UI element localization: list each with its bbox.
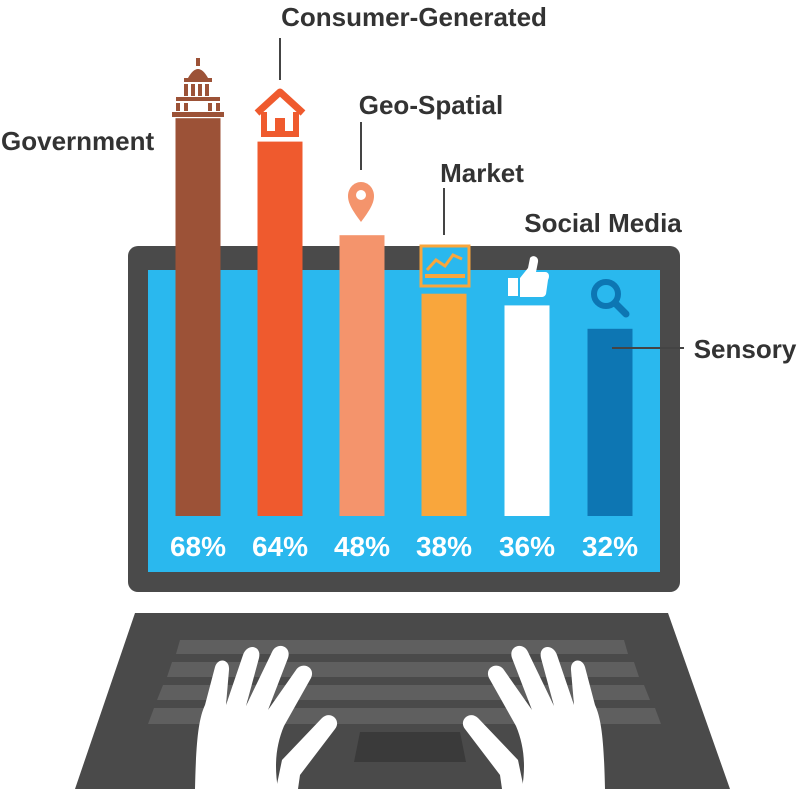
magnifier-icon (591, 279, 630, 318)
value-label-government: 68% (170, 531, 226, 562)
value-label-social-media: 36% (499, 531, 555, 562)
bars (175, 118, 633, 516)
stock-chart-icon (419, 244, 471, 288)
bar-geo-spatial (339, 235, 385, 516)
leader-lines (279, 38, 684, 349)
bar-government (175, 118, 221, 516)
value-label-sensory: 32% (582, 531, 638, 562)
map-pin-icon (348, 182, 374, 222)
laptop-screen (148, 270, 660, 572)
capitol-building-icon (172, 58, 224, 117)
category-label-sensory: Sensory (694, 334, 797, 364)
bar-social-media (504, 305, 550, 516)
value-labels: 68% 64% 48% 38% 36% 32% (170, 531, 638, 562)
category-label-market: Market (440, 158, 524, 188)
bar-market (421, 293, 467, 516)
value-label-market: 38% (416, 531, 472, 562)
right-hand-icon (462, 645, 605, 789)
bar-sensory (587, 328, 633, 516)
house-icon (254, 88, 306, 137)
category-label-social-media: Social Media (524, 208, 682, 238)
bar-consumer-generated (257, 141, 303, 516)
value-label-consumer-generated: 64% (252, 531, 308, 562)
laptop-keyboard (75, 613, 730, 789)
left-hand-icon (195, 645, 338, 789)
thumbs-up-icon (508, 256, 549, 297)
category-label-geo-spatial: Geo-Spatial (359, 90, 503, 120)
category-label-consumer-generated: Consumer-Generated (281, 2, 547, 32)
value-label-geo-spatial: 48% (334, 531, 390, 562)
category-label-government: Government (1, 126, 154, 156)
